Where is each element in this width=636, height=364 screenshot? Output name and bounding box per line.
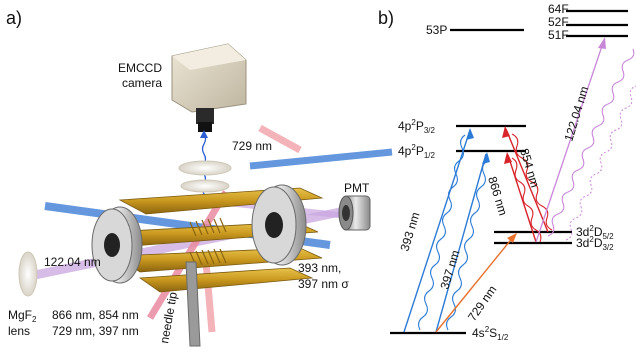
- wavelengths-label-1: 866 nm, 854 nm: [52, 308, 139, 322]
- panel-b: b) 53P 64F 52F 51F 4p2P3/2 4p2P1/2 3d2D5…: [378, 2, 636, 342]
- level-52f-label: 52F: [548, 15, 569, 29]
- transition-122-arrow: [535, 39, 605, 243]
- emccd-camera: [171, 43, 247, 132]
- laser-729-label: 729 nm: [232, 139, 272, 153]
- electrode-comb: [189, 217, 227, 267]
- transition-393-wave: [417, 134, 466, 331]
- transition-393-arrow: [403, 129, 471, 333]
- level-4p32-label: 4p2P3/2: [398, 118, 436, 135]
- mgf2-lens: [18, 251, 38, 297]
- level-4p12-label: 4p2P1/2: [398, 143, 436, 160]
- transition-397-head: [482, 152, 490, 164]
- mgf2-label-1: MgF2: [8, 308, 37, 324]
- transition-854-wave: [511, 133, 553, 231]
- transition-866-wave: [511, 157, 542, 243]
- endcap-right: [251, 184, 307, 266]
- transition-866-head: [504, 152, 512, 164]
- level-64f-label: 64F: [548, 2, 569, 16]
- transition-393-label: 393 nm: [397, 211, 422, 253]
- camera-label-2: camera: [122, 76, 162, 90]
- transition-729-head: [507, 233, 517, 243]
- beam-blue-top: [249, 148, 393, 170]
- camera-label-1: EMCCD: [118, 61, 162, 75]
- imaging-lens-2: [180, 179, 230, 193]
- transition-397-arrow: [435, 153, 487, 333]
- transition-854-arrow: [505, 128, 549, 233]
- right-beam-label-1: 393 nm,: [298, 261, 341, 275]
- transition-122-wave-1: [547, 48, 635, 237]
- transition-122-wave-2: [565, 85, 636, 241]
- camera-top: [172, 44, 246, 70]
- pmt-label: PMT: [344, 181, 370, 195]
- camera-lens: [198, 122, 212, 132]
- transition-122-label: 122.04 nm: [561, 85, 591, 143]
- fluorescence-arrowhead: [200, 130, 208, 138]
- right-beam-label-2: 397 nm σ: [298, 277, 349, 291]
- electrode-bottom-rear: [138, 267, 314, 293]
- imaging-lens-1: [178, 160, 232, 176]
- panel-a: a) EMCCD camera 729 nm: [6, 8, 393, 347]
- level-53p-label: 53P: [426, 23, 447, 37]
- endcap-left: [91, 206, 143, 284]
- transition-854-head: [502, 126, 510, 138]
- transition-866-label: 866 nm: [485, 175, 510, 217]
- needle-tip: [185, 261, 201, 347]
- level-3d32-label: 3d2D3/2: [576, 235, 614, 252]
- transition-393-head: [466, 128, 474, 140]
- transition-729-arrow: [435, 235, 515, 333]
- beam-red-down: [202, 261, 216, 333]
- level-51f-label: 51F: [548, 28, 569, 42]
- mgf2-label-2: lens: [8, 324, 30, 338]
- pmt-detector: [338, 195, 371, 231]
- transition-122-head: [598, 37, 606, 49]
- vuv-122-label: 122.04 nm: [44, 255, 101, 269]
- panel-a-label: a): [6, 8, 22, 28]
- level-4s12-label: 4s2S1/2: [472, 325, 509, 342]
- level-3d52-label: 3d2D5/2: [576, 224, 614, 241]
- beam-729: [258, 124, 302, 154]
- camera-lens-mount: [196, 108, 214, 124]
- transition-397-wave: [445, 160, 488, 331]
- transition-866-arrow: [507, 154, 537, 243]
- panel-b-label: b): [378, 8, 394, 28]
- wavelengths-label-2: 729 nm, 397 nm: [52, 324, 139, 338]
